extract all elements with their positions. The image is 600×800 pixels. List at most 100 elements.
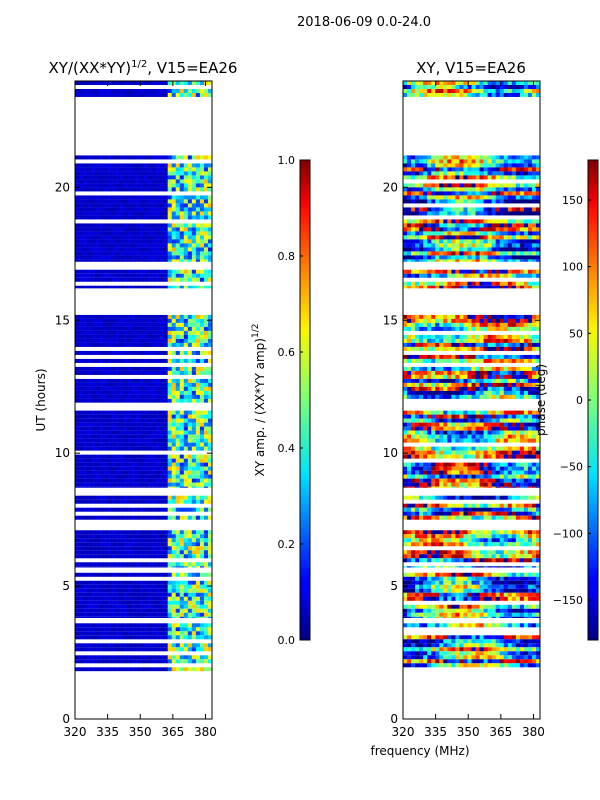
left-heatmap-cell <box>163 370 169 375</box>
left-heatmap-cell <box>107 366 112 371</box>
left-heatmap-cell <box>87 227 92 232</box>
right-heatmap-cell <box>455 515 460 520</box>
right-heatmap-cell <box>487 608 493 613</box>
left-heatmap-cell <box>191 446 197 451</box>
left-heatmap-cell <box>163 592 169 597</box>
left-heatmap-cell <box>103 358 108 363</box>
right-heatmap-cell <box>503 550 509 555</box>
left-heatmap-cell <box>135 600 140 605</box>
left-heatmap-cell <box>103 285 108 289</box>
left-heatmap-cell <box>179 269 185 274</box>
right-heatmap-cell <box>447 584 452 589</box>
right-heatmap-cell <box>467 558 472 563</box>
left-heatmap-cell <box>87 285 92 289</box>
left-heatmap-cell <box>195 438 201 443</box>
right-heatmap-cell <box>411 434 416 439</box>
right-heatmap-cell <box>435 550 440 555</box>
left-heatmap-cell <box>99 667 104 672</box>
right-heatmap-cell <box>415 655 420 660</box>
left-heatmap-cell <box>159 616 165 618</box>
left-heatmap-cell <box>143 390 148 395</box>
right-heatmap-cell <box>495 580 501 585</box>
left-heatmap-cell <box>155 223 161 228</box>
left-colorbar-ticks: 0.00.20.40.60.81.0 <box>278 154 303 647</box>
right-heatmap-cell <box>527 639 533 644</box>
left-heatmap-cell <box>99 322 104 327</box>
right-heatmap-cell <box>511 430 517 435</box>
left-heatmap-cell <box>151 550 156 555</box>
right-heatmap-cell <box>475 550 480 555</box>
right-heatmap-cell <box>535 643 540 648</box>
left-heatmap-cell <box>127 438 132 443</box>
left-heatmap-cell <box>139 215 144 220</box>
right-heatmap-cell <box>495 534 501 539</box>
left-heatmap-cell <box>143 623 148 628</box>
left-heatmap-cell <box>187 438 193 443</box>
left-heatmap-cell <box>99 334 104 339</box>
right-heatmap-cell <box>407 554 412 559</box>
left-heatmap-cell <box>95 277 100 282</box>
right-heatmap-cell <box>531 566 537 568</box>
left-heatmap-cell <box>159 608 165 613</box>
right-heatmap-cell <box>435 566 440 568</box>
left-heatmap-cell <box>135 285 140 289</box>
left-heatmap-cell <box>203 604 209 609</box>
left-heatmap-cell <box>87 199 92 204</box>
left-heatmap-cell <box>123 334 128 339</box>
right-heatmap-cell <box>471 572 476 577</box>
left-heatmap-cell <box>207 515 212 520</box>
left-heatmap-cell <box>119 418 124 423</box>
right-heatmap-cell <box>451 651 456 656</box>
left-heatmap-cell <box>199 187 205 192</box>
left-heatmap-cell <box>83 366 88 371</box>
left-heatmap-cell <box>111 478 116 483</box>
right-heatmap-cell <box>507 566 513 568</box>
left-heatmap-cell <box>195 167 201 172</box>
left-heatmap-cell <box>103 155 108 160</box>
left-heatmap-cell <box>151 659 156 664</box>
left-heatmap-cell <box>167 247 173 252</box>
left-heatmap-cell <box>195 215 201 220</box>
left-heatmap-cell <box>91 378 96 383</box>
left-heatmap-cell <box>143 446 148 451</box>
left-heatmap-cell <box>195 414 201 419</box>
right-heatmap-cell <box>535 584 540 589</box>
left-heatmap-cell <box>87 334 92 339</box>
right-heatmap-cell <box>511 414 517 419</box>
right-heatmap-cell <box>463 580 468 585</box>
left-heatmap-cell <box>163 546 169 551</box>
left-heatmap-cell <box>163 612 169 617</box>
left-heatmap-cell <box>175 179 181 184</box>
left-heatmap-cell <box>203 588 209 593</box>
right-heatmap-cell <box>479 515 484 520</box>
right-heatmap-cell <box>479 542 484 547</box>
left-heatmap-cell <box>151 495 156 500</box>
left-heatmap-cell <box>179 546 185 551</box>
left-heatmap-cell <box>183 482 189 487</box>
left-heatmap-cell <box>171 655 177 660</box>
left-heatmap-cell <box>207 588 212 593</box>
right-heatmap-cell <box>471 450 476 455</box>
left-heatmap-cell <box>155 631 161 636</box>
left-heatmap-cell <box>139 410 144 415</box>
left-heatmap-cell <box>119 231 124 236</box>
left-heatmap-cell <box>79 486 84 488</box>
right-heatmap-cell <box>415 588 420 593</box>
left-heatmap-cell <box>111 155 116 160</box>
right-heatmap-cell <box>475 507 480 512</box>
left-heatmap-cell <box>131 592 136 597</box>
left-heatmap-cell <box>207 584 212 589</box>
left-heatmap-cell <box>83 93 88 97</box>
left-heatmap-cell <box>83 430 88 435</box>
left-heatmap-cell <box>135 486 140 488</box>
right-heatmap-cell <box>527 663 533 668</box>
left-heatmap-cell <box>107 572 112 577</box>
left-heatmap-cell <box>175 350 181 355</box>
left-heatmap-cell <box>195 430 201 435</box>
left-heatmap-cell <box>151 269 156 274</box>
left-heatmap-cell <box>87 616 92 618</box>
right-heatmap-cell <box>403 530 408 535</box>
left-heatmap-cell <box>83 247 88 252</box>
left-heatmap-cell <box>123 167 128 172</box>
right-heatmap-cell <box>463 530 468 535</box>
